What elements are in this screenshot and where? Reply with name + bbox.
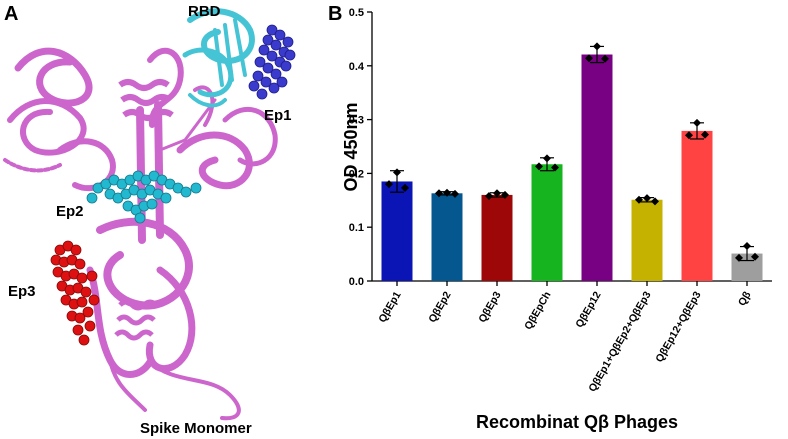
- chart-bars: [381, 54, 763, 281]
- x-tick-label: QβEp12+QβEp3: [653, 289, 703, 364]
- data-point: [443, 188, 451, 197]
- data-point: [735, 253, 743, 262]
- bar: [581, 54, 613, 281]
- data-point: [693, 118, 701, 127]
- y-tick-label: 0.1: [349, 222, 364, 234]
- panel-b-letter: B: [328, 3, 342, 25]
- panel-a: A: [3, 3, 296, 437]
- data-point: [485, 191, 493, 200]
- x-tick-label: Qβ: [736, 289, 754, 308]
- ep1-spheres: [248, 24, 296, 100]
- data-point: [743, 242, 751, 251]
- label-ep3: Ep3: [8, 283, 36, 300]
- label-rbd: RBD: [188, 3, 221, 20]
- data-point: [685, 131, 693, 140]
- label-ep1: Ep1: [264, 107, 292, 124]
- y-axis-title: OD 450nm: [341, 102, 361, 191]
- data-point: [435, 189, 443, 198]
- data-point: [643, 194, 651, 203]
- panel-b: B OD 450nm Recombinat Qβ Phages 0.0 0.1 0.…: [328, 3, 772, 432]
- chart-x-tick-labels: QβEp1 QβEp2 QβEp3 QβEpCh QβEp12QβEp1+QβEp2+Q…: [376, 289, 754, 394]
- y-tick-label: 0.4: [349, 61, 365, 73]
- x-axis-title: Recombinat Qβ Phages: [476, 412, 678, 432]
- x-tick-label: QβEp12: [573, 289, 603, 329]
- y-tick-label: 0.2: [349, 168, 364, 180]
- data-point: [535, 162, 543, 171]
- panel-a-letter: A: [4, 3, 18, 25]
- rbd-ribbon: [182, 8, 255, 108]
- x-tick-label: QβEp2: [426, 289, 453, 324]
- bar: [631, 199, 663, 281]
- label-ep2: Ep2: [56, 203, 84, 220]
- data-point: [501, 190, 509, 199]
- bar: [381, 181, 413, 281]
- data-point: [401, 183, 409, 192]
- data-point: [385, 180, 393, 189]
- ep2-spheres: [86, 170, 202, 224]
- spike-monomer-caption: Spike Monomer: [140, 420, 252, 437]
- data-point: [635, 195, 643, 204]
- data-point: [585, 54, 593, 63]
- x-tick-label: QβEp1: [376, 289, 403, 324]
- data-point: [393, 168, 401, 177]
- y-tick-label: 0.0: [349, 276, 364, 288]
- bar: [681, 130, 713, 281]
- data-point: [593, 42, 601, 51]
- data-point: [601, 54, 609, 63]
- data-point: [543, 154, 551, 163]
- y-tick-label: 0.3: [349, 115, 364, 127]
- chart-points: [385, 42, 759, 262]
- bar: [481, 194, 513, 281]
- data-point: [493, 189, 501, 198]
- data-point: [751, 252, 759, 261]
- spike-ribbon: [3, 47, 278, 421]
- y-tick-label: 0.5: [349, 7, 364, 19]
- x-tick-label: QβEp3: [476, 289, 503, 324]
- bar: [431, 193, 463, 281]
- bar: [531, 164, 563, 281]
- ep3-spheres: [50, 240, 100, 346]
- data-point: [451, 189, 459, 198]
- data-point: [551, 163, 559, 172]
- data-point: [701, 130, 709, 139]
- x-tick-label: QβEpCh: [522, 290, 553, 332]
- data-point: [651, 197, 659, 206]
